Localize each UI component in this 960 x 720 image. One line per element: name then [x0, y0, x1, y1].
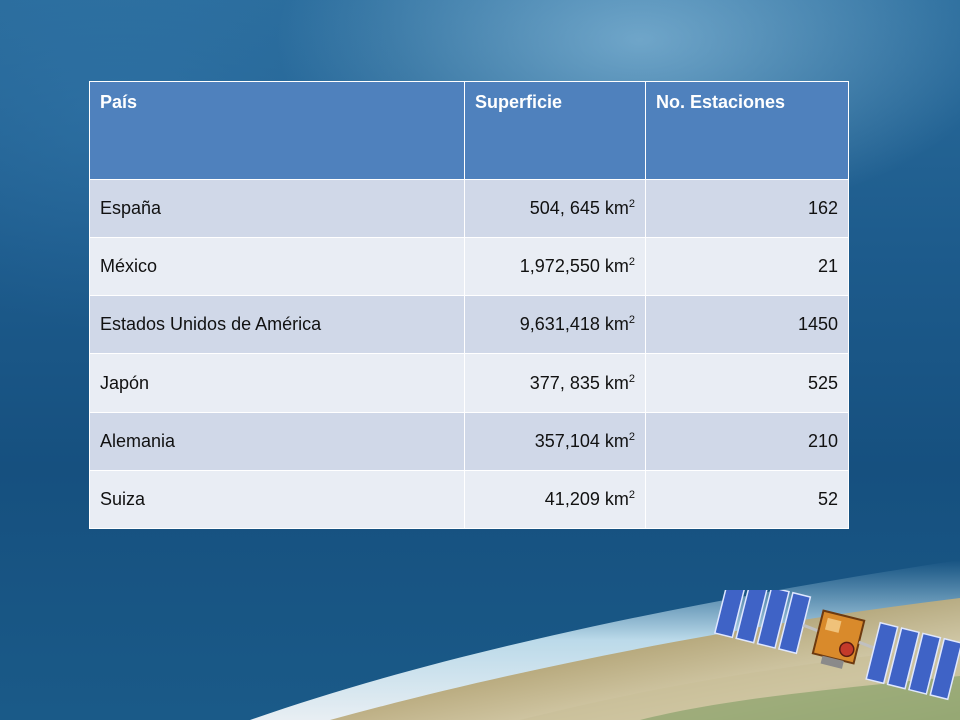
- cell-superficie: 1,972,550 km2: [464, 237, 646, 297]
- cell-superficie: 504, 645 km2: [464, 178, 646, 239]
- stations-table-container: País Superficie No. Estaciones España 50…: [89, 81, 849, 530]
- area-unit: km: [604, 372, 629, 393]
- area-unit: km: [604, 430, 629, 451]
- area-unit-exponent: 2: [628, 430, 635, 443]
- cell-superficie: 41,209 km2: [464, 469, 646, 530]
- table-row: México 1,972,550 km2 21: [89, 237, 849, 297]
- area-value: 504, 645: [529, 198, 600, 219]
- cell-pais: Japón: [89, 353, 465, 413]
- area-unit-exponent: 2: [628, 198, 635, 211]
- cell-estaciones: 525: [645, 353, 849, 413]
- area-unit-exponent: 2: [628, 314, 635, 327]
- cell-superficie: 357,104 km2: [464, 411, 646, 471]
- header-estaciones: No. Estaciones: [645, 81, 849, 180]
- cell-pais: Suiza: [89, 469, 465, 530]
- area-value: 9,631,418: [519, 314, 600, 335]
- stations-table: País Superficie No. Estaciones España 50…: [89, 81, 849, 530]
- cell-pais: España: [89, 178, 465, 239]
- table-row: Suiza 41,209 km2 52: [89, 469, 849, 530]
- area-value: 377, 835: [529, 372, 600, 393]
- cell-estaciones: 210: [645, 411, 849, 471]
- area-unit: km: [604, 198, 629, 219]
- cell-estaciones: 21: [645, 237, 849, 297]
- cell-pais: Estados Unidos de América: [89, 295, 465, 355]
- area-value: 41,209: [544, 488, 600, 509]
- cell-superficie: 377, 835 km2: [464, 353, 646, 413]
- table-header-row: País Superficie No. Estaciones: [89, 81, 849, 180]
- area-unit: km: [604, 256, 629, 277]
- area-value: 1,972,550: [519, 256, 600, 277]
- cell-pais: México: [89, 237, 465, 297]
- table-row: Japón 377, 835 km2 525: [89, 353, 849, 413]
- table-row: Alemania 357,104 km2 210: [89, 411, 849, 471]
- cell-estaciones: 162: [645, 178, 849, 239]
- cell-estaciones: 1450: [645, 295, 849, 355]
- area-value: 357,104: [534, 430, 600, 451]
- cell-estaciones: 52: [645, 469, 849, 530]
- satellite-icon: [713, 590, 960, 701]
- cell-superficie: 9,631,418 km2: [464, 295, 646, 355]
- area-unit-exponent: 2: [628, 488, 635, 501]
- table-row: España 504, 645 km2 162: [89, 178, 849, 239]
- cell-pais: Alemania: [89, 411, 465, 471]
- table-row: Estados Unidos de América 9,631,418 km2 …: [89, 295, 849, 355]
- area-unit: km: [604, 314, 629, 335]
- area-unit: km: [604, 488, 629, 509]
- area-unit-exponent: 2: [628, 372, 635, 385]
- header-pais: País: [89, 81, 465, 180]
- area-unit-exponent: 2: [628, 256, 635, 269]
- header-superficie: Superficie: [464, 81, 646, 180]
